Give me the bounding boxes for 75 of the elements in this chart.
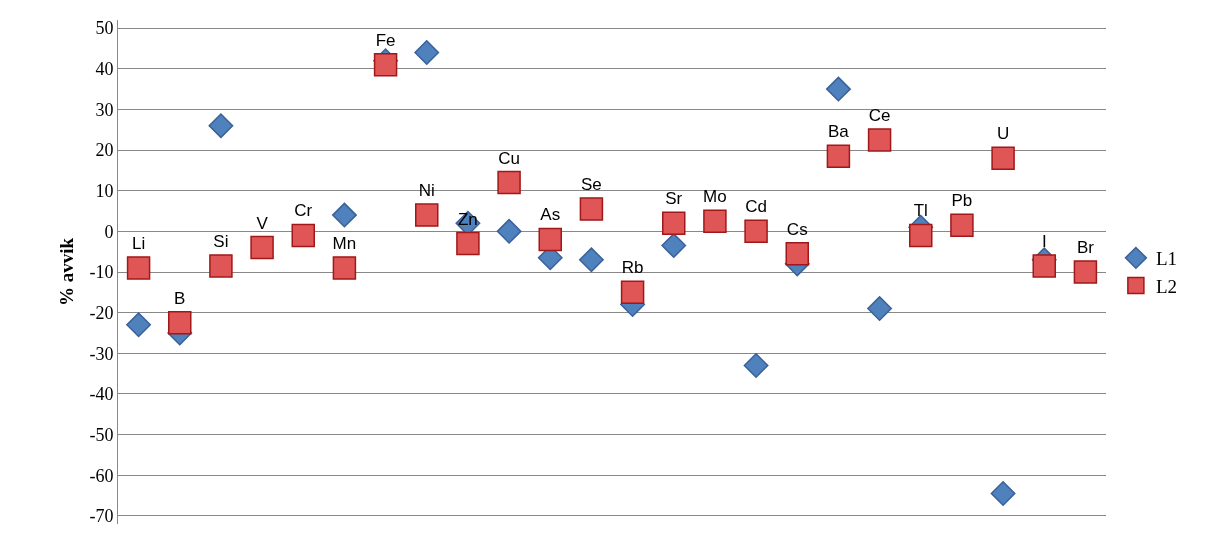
- y-tick-label: -60: [89, 465, 114, 486]
- point: [291, 223, 315, 248]
- point: [578, 247, 604, 273]
- point: [703, 209, 727, 233]
- data-label: Tl: [913, 201, 928, 221]
- data-label: Br: [1076, 238, 1095, 257]
- data-label: B: [174, 288, 186, 308]
- point: [126, 312, 152, 338]
- data-label: Cs: [786, 219, 808, 239]
- point: [991, 146, 1015, 170]
- data-label: Fe: [375, 30, 396, 50]
- data-label: Si: [213, 231, 229, 251]
- point: [497, 170, 521, 195]
- data-label: V: [256, 213, 269, 233]
- y-tick-label: 30: [95, 99, 114, 120]
- point: [662, 211, 686, 235]
- data-label: I: [1041, 231, 1047, 251]
- data-label: Sr: [665, 189, 683, 209]
- data-label: Zn: [458, 209, 478, 229]
- data-label: Ce: [868, 105, 891, 125]
- data-label: Cu: [498, 148, 520, 168]
- point: [620, 280, 645, 305]
- y-tick-label: 10: [95, 181, 114, 202]
- point: [950, 213, 974, 238]
- data-label: Mo: [703, 187, 727, 207]
- y-tick-label: -30: [89, 343, 114, 364]
- point: [414, 40, 440, 65]
- point: [825, 76, 851, 102]
- point: [332, 256, 357, 280]
- point: [456, 231, 480, 256]
- y-tick-label: 0: [104, 221, 114, 242]
- data-label: Rb: [621, 258, 644, 278]
- y-tick-label: -10: [89, 262, 114, 283]
- point: [415, 203, 439, 227]
- y-tick-label: 20: [95, 140, 114, 161]
- point: [785, 241, 809, 266]
- data-label: Pb: [951, 191, 973, 211]
- data-label: Ni: [418, 181, 435, 201]
- data-label: Cd: [745, 197, 767, 217]
- point: [496, 218, 522, 244]
- y-axis-title: % avvik: [56, 237, 78, 307]
- data-label: Li: [131, 233, 146, 253]
- data-label: Mn: [332, 233, 357, 253]
- point: [331, 202, 357, 228]
- data-label: Cr: [294, 201, 313, 221]
- point: [909, 223, 933, 248]
- point: [538, 227, 562, 252]
- point: [208, 113, 234, 139]
- y-tick-label: 50: [95, 18, 114, 39]
- point: [209, 254, 233, 278]
- point: [1073, 260, 1098, 284]
- point: [990, 481, 1016, 506]
- point: [1032, 254, 1056, 278]
- y-tick-label: -50: [89, 424, 114, 445]
- data-label: Ba: [828, 122, 850, 142]
- data-label: U: [996, 124, 1010, 144]
- data-label: Se: [581, 175, 602, 194]
- point: [826, 144, 851, 168]
- y-tick-label: -20: [89, 302, 114, 323]
- data-label: As: [540, 205, 561, 225]
- point: [867, 128, 892, 152]
- y-tick-label: -70: [89, 506, 114, 527]
- point: [579, 197, 604, 221]
- legend-label: L1: [1155, 248, 1177, 270]
- point: [126, 256, 151, 280]
- point: [867, 296, 893, 322]
- legend-label: L2: [1155, 275, 1177, 297]
- point: [373, 52, 398, 77]
- point: [250, 235, 274, 260]
- point: [168, 311, 192, 335]
- point: [744, 219, 768, 244]
- y-tick-label: 40: [95, 59, 114, 80]
- point: [743, 353, 769, 378]
- point: [661, 233, 687, 259]
- y-tick-label: -40: [89, 384, 114, 405]
